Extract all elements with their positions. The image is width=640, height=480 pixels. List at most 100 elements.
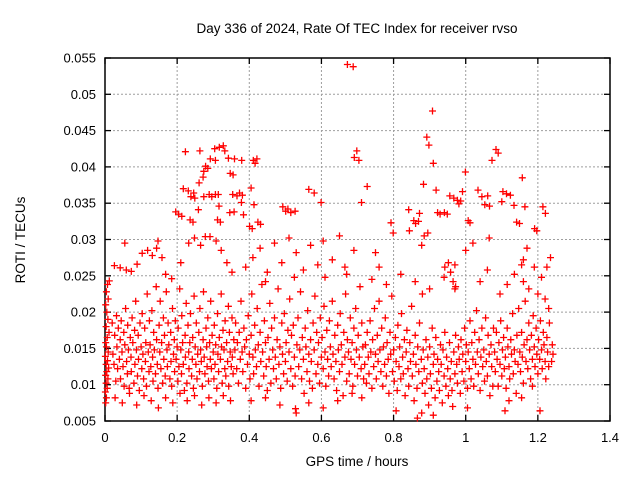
data-point — [376, 346, 384, 354]
data-point — [237, 199, 245, 206]
data-point — [513, 331, 521, 339]
data-point — [205, 394, 213, 402]
data-point — [491, 348, 499, 356]
data-point — [270, 365, 277, 373]
data-point — [383, 339, 391, 347]
data-point — [349, 63, 357, 71]
data-point — [103, 308, 111, 316]
data-point — [353, 147, 361, 155]
data-point — [466, 219, 474, 227]
y-tick-label: 0.055 — [63, 51, 96, 66]
data-point — [533, 350, 541, 358]
data-point — [187, 193, 195, 201]
data-point — [498, 198, 506, 206]
data-point — [292, 409, 300, 417]
data-point — [232, 319, 240, 327]
data-point — [236, 355, 244, 363]
data-point — [177, 346, 185, 354]
data-point — [505, 363, 513, 371]
data-point — [206, 355, 214, 363]
data-point — [126, 389, 133, 397]
data-point — [167, 358, 175, 365]
data-point — [432, 334, 440, 341]
data-point — [446, 339, 453, 347]
data-point — [219, 392, 227, 400]
data-point — [501, 407, 509, 415]
data-point — [390, 377, 398, 385]
data-point — [240, 324, 248, 332]
data-point — [493, 355, 501, 363]
data-point — [357, 365, 365, 373]
data-point — [441, 328, 449, 336]
data-point — [315, 339, 322, 347]
data-point — [542, 375, 550, 383]
data-point — [225, 382, 233, 390]
data-point — [358, 394, 366, 402]
data-point — [148, 252, 156, 259]
data-point — [237, 297, 245, 305]
data-point — [528, 382, 536, 390]
data-point — [538, 365, 546, 373]
data-point — [228, 268, 236, 276]
data-point — [130, 379, 138, 387]
data-point — [508, 350, 515, 358]
data-point — [164, 319, 172, 327]
data-point — [517, 368, 524, 376]
data-point — [133, 401, 141, 409]
data-point — [539, 203, 547, 211]
data-point — [127, 353, 135, 361]
data-point — [411, 278, 419, 286]
data-point — [132, 346, 140, 354]
data-point — [533, 227, 541, 235]
data-point — [145, 368, 153, 376]
data-point — [398, 310, 405, 318]
data-point — [389, 229, 397, 237]
data-point — [345, 348, 352, 356]
data-point — [350, 154, 358, 161]
data-point — [280, 370, 288, 378]
data-point — [372, 375, 380, 383]
data-point — [267, 379, 275, 387]
data-point — [343, 61, 351, 68]
data-point — [194, 206, 202, 214]
data-point — [483, 372, 491, 380]
data-point — [380, 343, 387, 351]
data-point — [313, 328, 321, 336]
data-point — [434, 355, 442, 363]
data-point — [405, 227, 413, 235]
data-point — [408, 302, 416, 310]
data-point — [231, 155, 238, 163]
data-point — [241, 343, 249, 351]
data-point — [103, 334, 111, 341]
data-point — [209, 348, 217, 356]
data-point — [170, 350, 177, 358]
data-point — [447, 268, 455, 276]
data-point — [146, 341, 154, 349]
data-point — [154, 404, 162, 412]
data-point — [147, 397, 155, 405]
data-point — [317, 353, 325, 361]
data-point — [265, 355, 273, 363]
data-point — [485, 350, 493, 358]
data-point — [127, 368, 135, 376]
data-point — [223, 259, 231, 267]
data-point — [112, 377, 120, 385]
data-point — [485, 234, 493, 242]
data-point — [254, 341, 262, 349]
data-point — [393, 387, 401, 394]
data-point — [461, 324, 469, 332]
data-point — [153, 244, 161, 252]
data-point — [388, 292, 396, 300]
data-point — [372, 249, 379, 257]
data-point — [541, 358, 549, 365]
data-point — [519, 278, 527, 286]
data-point — [456, 389, 464, 397]
data-point — [544, 348, 552, 356]
data-point — [331, 331, 339, 339]
data-point — [351, 360, 359, 368]
data-point — [325, 372, 333, 380]
data-point — [122, 305, 130, 312]
data-point — [226, 209, 234, 217]
data-point — [168, 275, 176, 283]
data-point — [246, 375, 254, 383]
